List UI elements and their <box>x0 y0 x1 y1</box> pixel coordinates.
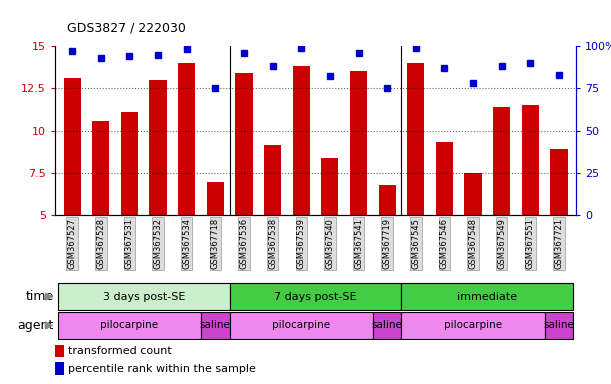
Bar <box>64 78 81 300</box>
Bar <box>92 121 109 300</box>
Bar <box>201 312 230 339</box>
Bar <box>350 71 367 300</box>
Bar <box>207 182 224 300</box>
Bar <box>235 73 252 300</box>
Bar <box>55 345 64 357</box>
Text: pilocarpine: pilocarpine <box>100 320 158 331</box>
Bar <box>264 145 281 300</box>
Bar <box>407 63 425 300</box>
Bar <box>522 105 539 300</box>
Bar <box>293 66 310 300</box>
Text: saline: saline <box>371 320 403 331</box>
Text: percentile rank within the sample: percentile rank within the sample <box>68 364 256 374</box>
Text: 3 days post-SE: 3 days post-SE <box>103 291 185 302</box>
Bar <box>150 80 167 300</box>
Text: immediate: immediate <box>458 291 518 302</box>
Text: transformed count: transformed count <box>68 346 172 356</box>
Bar <box>493 107 510 300</box>
Bar <box>230 283 401 310</box>
Bar <box>464 173 481 300</box>
Text: saline: saline <box>200 320 231 331</box>
Bar <box>401 312 544 339</box>
Text: agent: agent <box>17 319 54 332</box>
Text: GDS3827 / 222030: GDS3827 / 222030 <box>67 22 186 35</box>
Bar <box>58 283 230 310</box>
Bar <box>551 149 568 300</box>
Text: pilocarpine: pilocarpine <box>444 320 502 331</box>
Bar <box>55 362 64 375</box>
Bar <box>436 142 453 300</box>
Text: saline: saline <box>544 320 574 331</box>
Bar <box>178 63 196 300</box>
Bar <box>544 312 573 339</box>
Text: pilocarpine: pilocarpine <box>273 320 331 331</box>
Bar <box>379 185 396 300</box>
Bar <box>121 112 138 300</box>
Text: 7 days post-SE: 7 days post-SE <box>274 291 357 302</box>
Bar <box>230 312 373 339</box>
Text: time: time <box>25 290 54 303</box>
Bar <box>373 312 401 339</box>
Bar <box>401 283 573 310</box>
Bar <box>58 312 201 339</box>
Bar <box>321 157 338 300</box>
